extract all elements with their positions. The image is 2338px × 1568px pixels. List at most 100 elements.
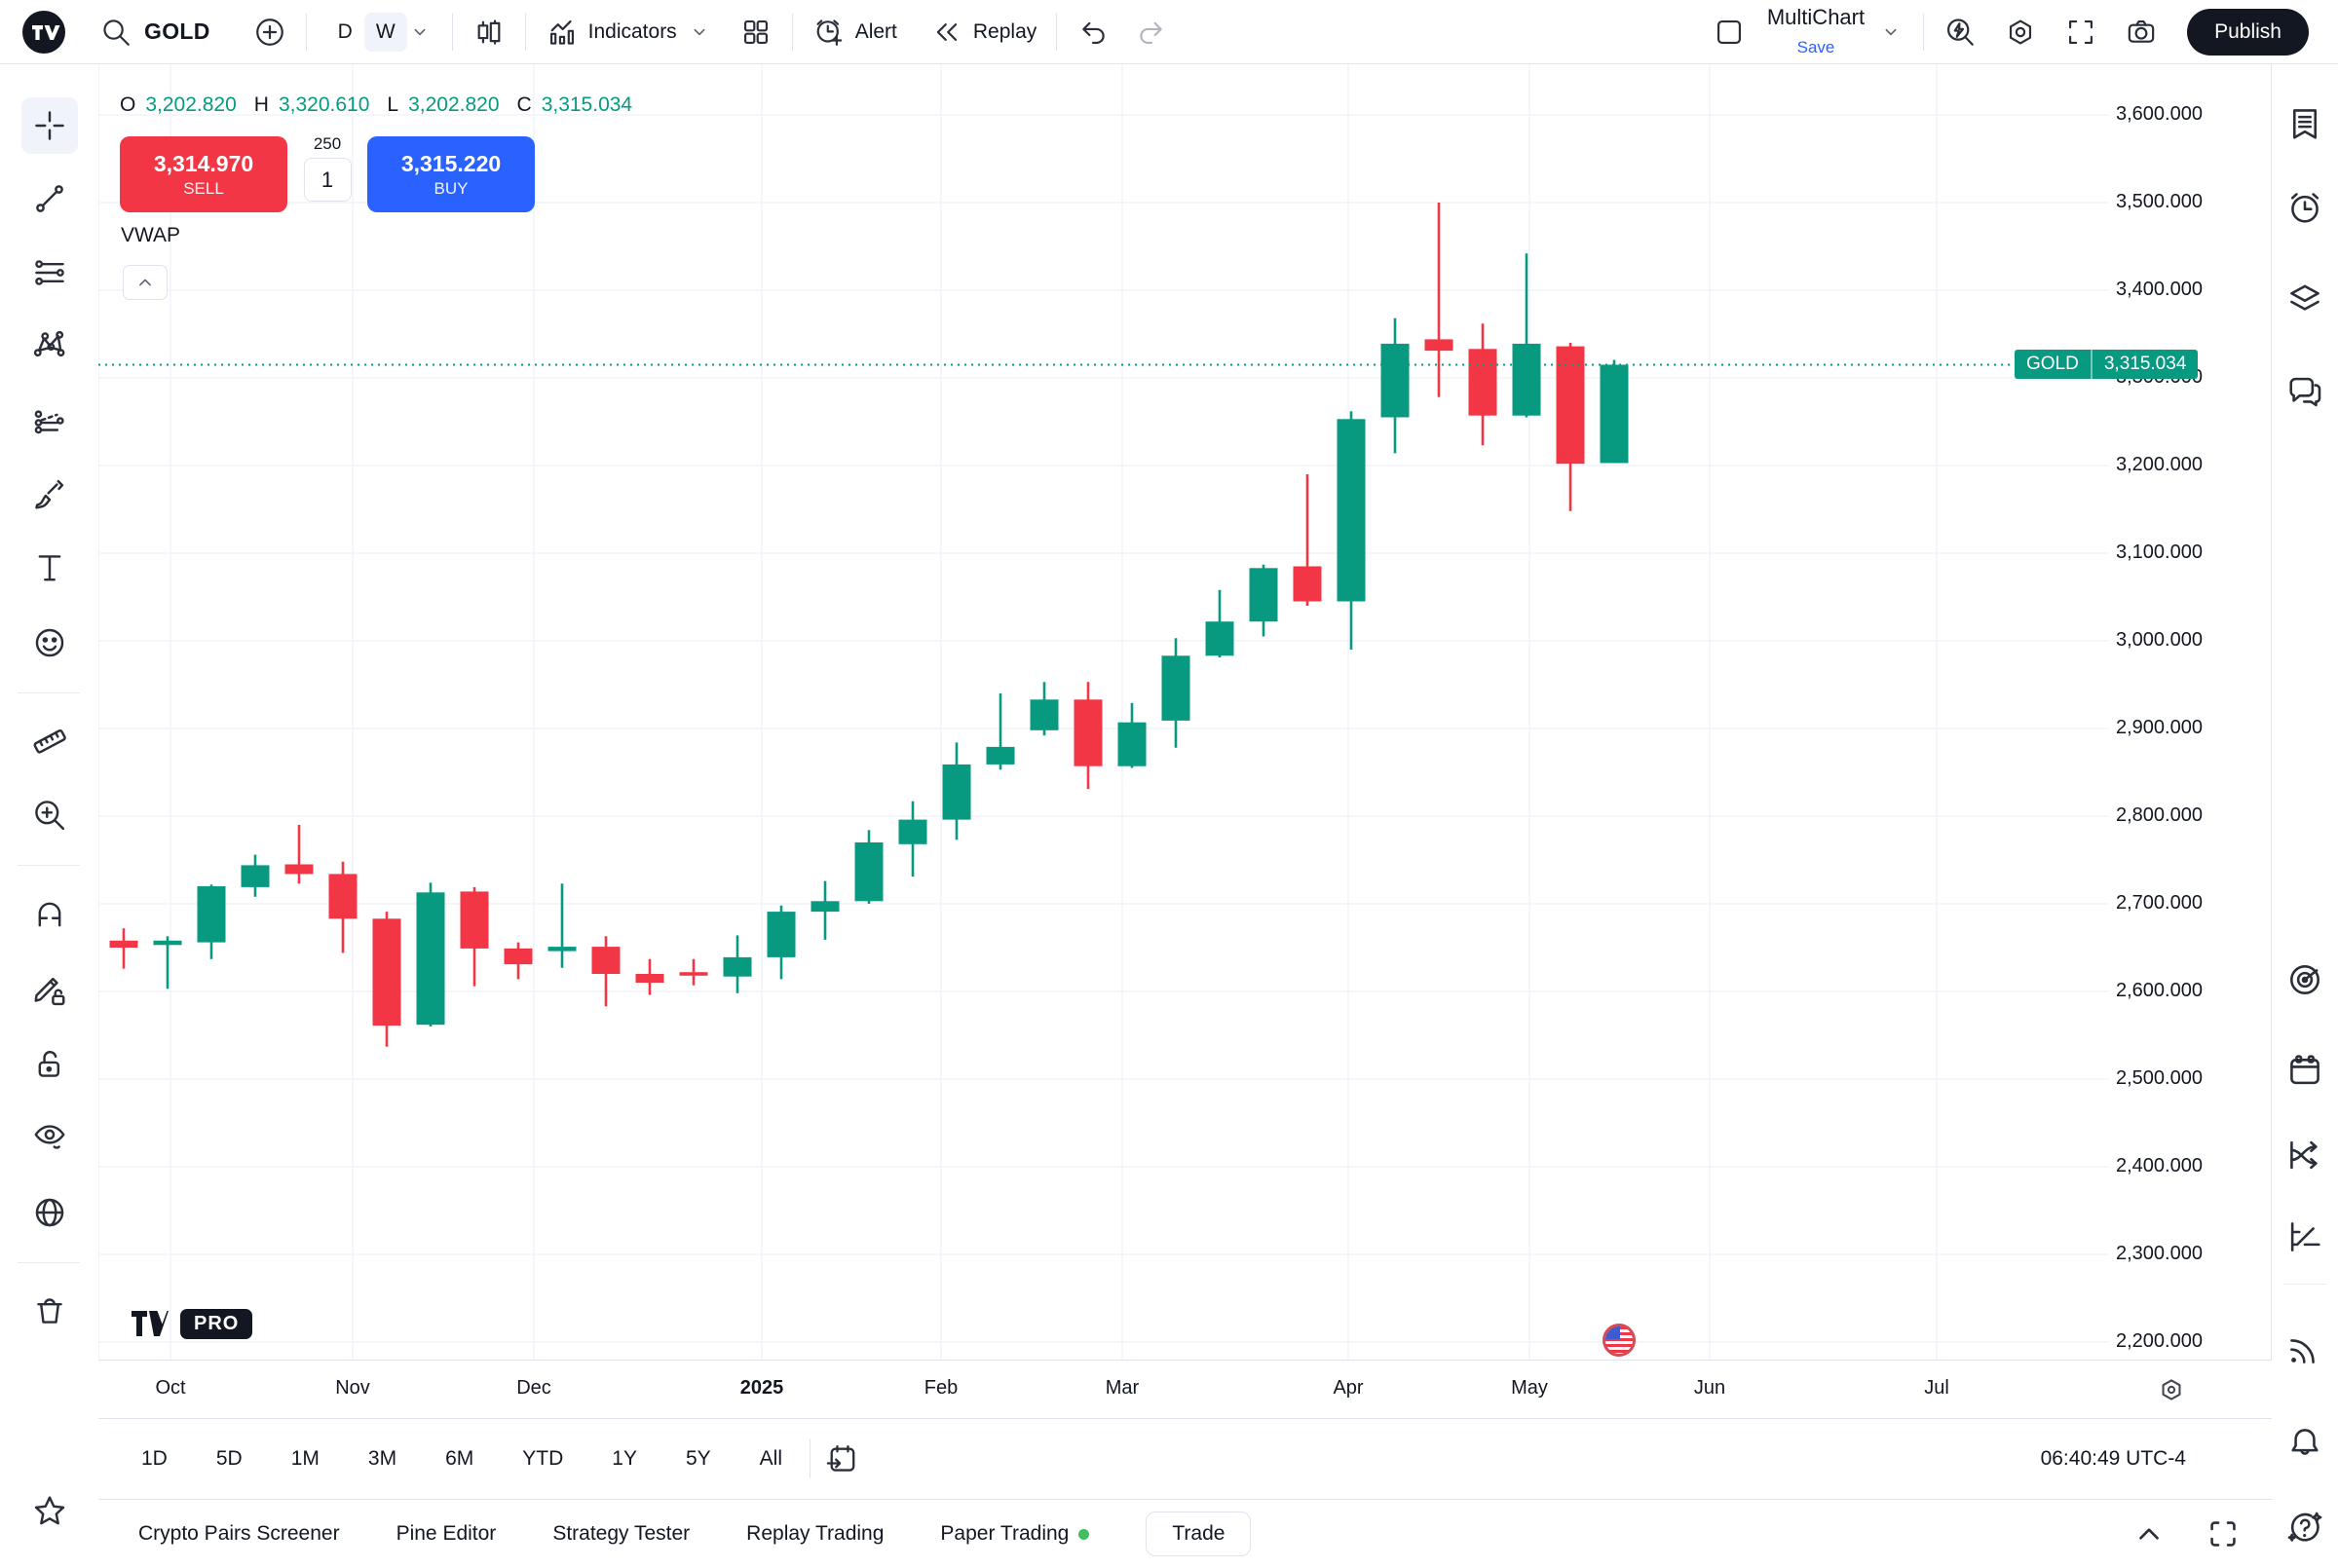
collapse-indicators-button[interactable] — [123, 265, 168, 300]
help-icon[interactable] — [2281, 1505, 2328, 1551]
layers-icon[interactable] — [2281, 275, 2328, 321]
layout-name-button[interactable]: MultiChart Save — [1767, 5, 1865, 57]
time-tick-dec: Dec — [516, 1377, 551, 1399]
quantity-input[interactable]: 1 — [303, 158, 352, 202]
range-button-6m[interactable]: 6M — [445, 1447, 474, 1470]
redo-button[interactable] — [1135, 16, 1168, 49]
watchlist-icon[interactable] — [2281, 100, 2328, 147]
alerts-clock-icon[interactable] — [2281, 185, 2328, 232]
divider — [18, 1262, 80, 1263]
interval-chevron-down-icon[interactable] — [407, 19, 433, 45]
chat-icon[interactable] — [2281, 368, 2328, 415]
add-symbol-button[interactable] — [253, 16, 286, 49]
candle-body — [723, 956, 752, 977]
divider — [524, 13, 526, 51]
candle-body — [1556, 346, 1585, 465]
time-tick-nov: Nov — [335, 1377, 370, 1399]
bottom-tab-replay-trading[interactable]: Replay Trading — [746, 1522, 884, 1546]
trend-line-tool[interactable] — [21, 170, 78, 227]
streams-icon[interactable] — [2281, 1325, 2328, 1372]
edit-lock-tool[interactable] — [21, 961, 78, 1018]
candle-body — [1074, 699, 1103, 766]
go-to-date-icon[interactable] — [824, 1441, 859, 1476]
candle-body — [811, 901, 840, 913]
clock-timezone[interactable]: 06:40:49 UTC-4 — [2040, 1447, 2186, 1470]
alert-button[interactable]: Alert — [812, 16, 897, 49]
calendar-icon[interactable] — [2281, 1047, 2328, 1094]
range-button-1y[interactable]: 1Y — [612, 1447, 637, 1470]
projection-icon[interactable] — [2281, 1213, 2328, 1260]
range-button-ytd[interactable]: YTD — [522, 1447, 564, 1470]
replay-button[interactable]: Replay — [930, 16, 1037, 49]
bottom-tab-crypto-pairs-screener[interactable]: Crypto Pairs Screener — [138, 1522, 340, 1546]
buy-button[interactable]: 3,315.220 BUY — [367, 136, 535, 212]
candlestick-icon — [472, 16, 506, 49]
replay-label: Replay — [972, 19, 1037, 43]
bottom-tab-paper-trading[interactable]: Paper Trading — [940, 1522, 1090, 1546]
emoji-tool[interactable] — [21, 615, 78, 671]
sync-globe-tool[interactable] — [21, 1184, 78, 1241]
vwap-indicator-label[interactable]: VWAP — [121, 224, 181, 246]
maximize-icon[interactable] — [2204, 1514, 2243, 1553]
time-axis[interactable]: Oct Nov Dec 2025 Feb Mar Apr May Jun Jul — [98, 1360, 2272, 1419]
candlestick-chart[interactable] — [98, 64, 2109, 1360]
indicators-button[interactable]: Indicators — [546, 16, 712, 49]
zoom-in-tool[interactable] — [21, 787, 78, 843]
layout-select-button[interactable] — [1713, 16, 1746, 49]
bottom-tab-pine-editor[interactable]: Pine Editor — [396, 1522, 497, 1546]
indicator-templates-button[interactable] — [739, 16, 773, 49]
ideas-arrows-icon[interactable] — [2281, 1132, 2328, 1178]
price-tick: 3,600.000 — [2116, 103, 2203, 125]
bottom-tab-trade[interactable]: Trade — [1146, 1512, 1252, 1556]
trash-tool[interactable] — [21, 1283, 78, 1339]
lock-all-tool[interactable] — [21, 1036, 78, 1093]
sell-button[interactable]: 3,314.970 SELL — [120, 136, 287, 212]
favorites-star-tool[interactable] — [21, 1482, 78, 1539]
snapshot-button[interactable] — [2125, 16, 2158, 49]
price-tick: 2,800.000 — [2116, 804, 2203, 826]
time-tick-mar: Mar — [1105, 1377, 1140, 1399]
range-button-all[interactable]: All — [759, 1447, 782, 1470]
divider — [810, 1439, 811, 1478]
range-button-3m[interactable]: 3M — [367, 1447, 397, 1470]
chevron-up-icon[interactable] — [2130, 1514, 2168, 1553]
chart-type-button[interactable] — [472, 16, 506, 49]
notifications-bell-icon[interactable] — [2281, 1420, 2328, 1467]
undo-button[interactable] — [1076, 16, 1110, 49]
hide-drawings-tool[interactable] — [21, 1108, 78, 1165]
symbol-search[interactable]: GOLD — [99, 16, 210, 49]
save-link[interactable]: Save — [1796, 38, 1835, 57]
range-button-1m[interactable]: 1M — [290, 1447, 320, 1470]
hotlist-target-icon[interactable] — [2281, 956, 2328, 1003]
time-axis-gear-icon[interactable] — [2156, 1374, 2187, 1405]
quick-search-button[interactable] — [1943, 16, 1977, 49]
high-value: 3,320.610 — [278, 93, 370, 116]
us-economic-event-icon[interactable] — [1603, 1324, 1636, 1357]
bottom-tab-strategy-tester[interactable]: Strategy Tester — [552, 1522, 690, 1546]
candle-body — [1205, 621, 1234, 656]
publish-button[interactable]: Publish — [2187, 8, 2309, 56]
range-button-1d[interactable]: 1D — [141, 1447, 168, 1470]
tradingview-logo-icon[interactable] — [21, 10, 66, 55]
ruler-tool[interactable] — [21, 713, 78, 769]
range-button-5y[interactable]: 5Y — [685, 1447, 711, 1470]
crosshair-tool[interactable] — [20, 97, 78, 154]
candle-body — [1424, 339, 1453, 352]
magnet-tool[interactable] — [21, 885, 78, 942]
fullscreen-button[interactable] — [2064, 16, 2097, 49]
quick-search-bolt-icon — [1943, 16, 1977, 49]
range-button-5d[interactable]: 5D — [215, 1447, 243, 1470]
forecast-tool[interactable] — [21, 392, 78, 449]
interval-week-button[interactable]: W — [363, 12, 407, 52]
layout-chevron-down-icon[interactable] — [1878, 19, 1904, 45]
fib-retracement-tool[interactable] — [21, 244, 78, 301]
range-toolbar: 1D 5D 1M 3M 6M YTD 1Y 5Y All 06:40:49 UTC-4 — [98, 1419, 2272, 1500]
chart-area[interactable] — [98, 64, 2109, 1360]
pattern-tool[interactable] — [21, 317, 78, 373]
spread-value: 250 — [313, 134, 342, 153]
interval-day-button[interactable]: D — [337, 19, 353, 43]
brush-tool[interactable] — [21, 466, 78, 522]
chart-settings-button[interactable] — [2004, 16, 2037, 49]
text-tool[interactable] — [21, 540, 78, 596]
price-tick: 3,400.000 — [2116, 279, 2203, 300]
